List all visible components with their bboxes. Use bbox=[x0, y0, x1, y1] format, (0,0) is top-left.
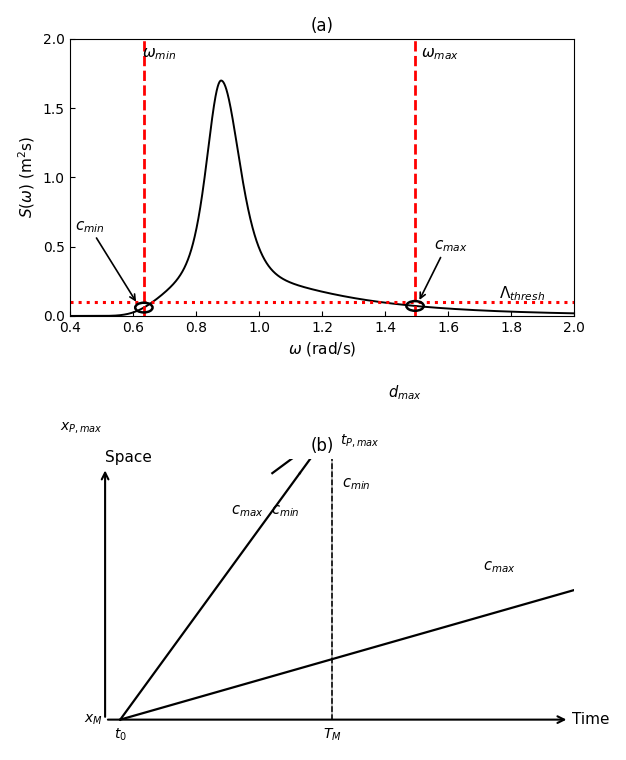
Text: $c_{max}$: $c_{max}$ bbox=[232, 504, 264, 519]
Text: $T_M$: $T_M$ bbox=[323, 727, 341, 743]
Text: $t_0$: $t_0$ bbox=[114, 727, 126, 743]
Text: $c_{min}$: $c_{min}$ bbox=[74, 219, 105, 235]
X-axis label: $\omega$ (rad/s): $\omega$ (rad/s) bbox=[288, 340, 356, 359]
Title: (b): (b) bbox=[310, 437, 334, 455]
Polygon shape bbox=[332, 384, 365, 720]
Text: $x_M$: $x_M$ bbox=[84, 712, 103, 727]
Text: $\omega_{min}$: $\omega_{min}$ bbox=[142, 46, 177, 62]
Title: (a): (a) bbox=[310, 17, 334, 35]
Text: $\Lambda_{thresh}$: $\Lambda_{thresh}$ bbox=[498, 284, 545, 303]
Text: $c_{max}$: $c_{max}$ bbox=[434, 239, 468, 254]
Y-axis label: $S(\omega)$ (m$^2$s): $S(\omega)$ (m$^2$s) bbox=[17, 137, 38, 218]
Text: $c_{min}$: $c_{min}$ bbox=[270, 504, 299, 519]
Text: Time: Time bbox=[572, 712, 609, 727]
Text: Space: Space bbox=[105, 450, 152, 465]
Text: $\omega_{max}$: $\omega_{max}$ bbox=[421, 46, 459, 62]
Text: $c_{max}$: $c_{max}$ bbox=[483, 559, 516, 575]
Text: $t_{P,max}$: $t_{P,max}$ bbox=[340, 432, 379, 449]
Text: $d_{max}$: $d_{max}$ bbox=[387, 384, 421, 402]
Text: $x_{P,max}$: $x_{P,max}$ bbox=[60, 421, 103, 436]
Text: $c_{min}$: $c_{min}$ bbox=[342, 476, 371, 492]
